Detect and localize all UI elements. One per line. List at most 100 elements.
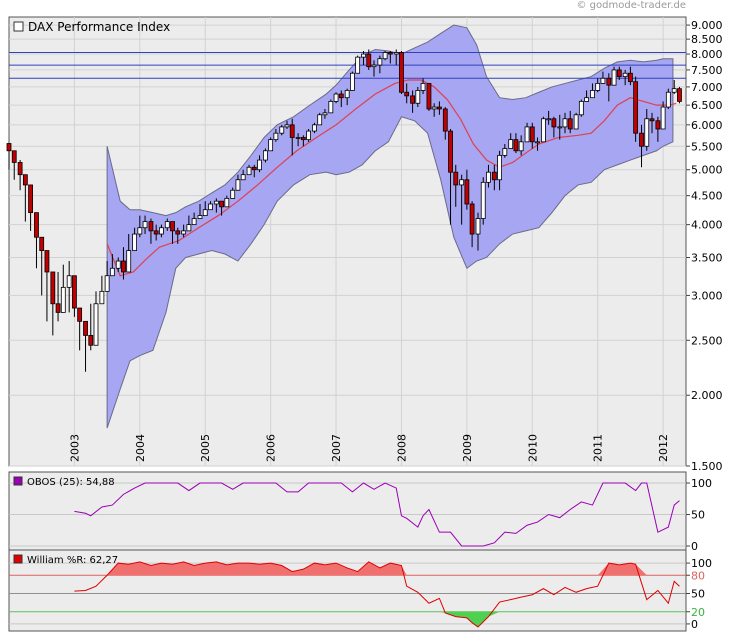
price-tick-label: 2.000 bbox=[691, 389, 723, 402]
candle-body bbox=[535, 141, 540, 144]
candle-body bbox=[246, 166, 252, 176]
candle-body bbox=[257, 159, 262, 171]
candle-body bbox=[11, 150, 17, 163]
price-tick-label: 5.000 bbox=[691, 164, 723, 177]
candle-body bbox=[677, 88, 682, 102]
candle-body bbox=[573, 114, 579, 130]
candle-body bbox=[665, 91, 671, 108]
candle-body bbox=[529, 126, 535, 143]
candle-body bbox=[464, 179, 470, 205]
price-tick-label: 4.000 bbox=[691, 219, 723, 232]
candle-body bbox=[524, 126, 530, 143]
candle-body bbox=[289, 124, 295, 138]
chart-title: DAX Performance Index bbox=[28, 20, 170, 34]
candle-body bbox=[50, 271, 56, 305]
candle-body bbox=[88, 335, 94, 346]
candle-body bbox=[132, 233, 137, 251]
candle-body bbox=[240, 174, 246, 181]
candle-body bbox=[557, 126, 563, 129]
candle-body bbox=[66, 275, 72, 288]
candle-body bbox=[633, 81, 639, 134]
candle-body bbox=[263, 150, 268, 161]
candle-body bbox=[55, 303, 61, 313]
candle-body bbox=[284, 124, 290, 128]
candle-body bbox=[442, 108, 448, 132]
bollinger-band-area bbox=[106, 24, 674, 429]
williams-title: William %R: 62,27 bbox=[27, 555, 118, 566]
candle-body bbox=[644, 118, 650, 147]
candle-body bbox=[235, 179, 241, 191]
candle-body bbox=[584, 97, 589, 102]
candle-body bbox=[28, 184, 33, 214]
price-tick-label: 6.000 bbox=[691, 119, 723, 132]
candle-body bbox=[671, 88, 677, 93]
price-panel: 1.500 2.000 2.500 3.000 3.500 4.000 4.500 5.000… bbox=[6, 16, 723, 473]
price-tick-label: 1.500 bbox=[691, 460, 723, 473]
candle-body bbox=[208, 203, 213, 211]
candle-body bbox=[606, 77, 612, 86]
year-tick-label: 2009 bbox=[461, 434, 474, 462]
candle-body bbox=[295, 137, 301, 139]
williams-fill bbox=[74, 561, 680, 627]
candle-body bbox=[655, 120, 661, 130]
candle-body bbox=[202, 209, 208, 216]
price-tick-label: 4.500 bbox=[691, 190, 723, 203]
candle-body bbox=[312, 124, 317, 132]
candle-body bbox=[273, 132, 279, 141]
candle-body bbox=[551, 118, 557, 128]
candle-body bbox=[600, 77, 606, 84]
williams-legend-box bbox=[13, 554, 23, 564]
candle-body bbox=[622, 72, 628, 77]
year-tick-label: 2005 bbox=[199, 434, 212, 462]
year-tick-label: 2003 bbox=[68, 434, 81, 462]
candle-body bbox=[268, 139, 274, 152]
price-tick-label: 5.500 bbox=[691, 140, 723, 153]
watermark: © godmode-trader.de bbox=[576, 0, 687, 11]
candle-body bbox=[377, 58, 383, 66]
candle-body bbox=[338, 93, 344, 99]
price-axis: 1.500 2.000 2.500 3.000 3.500 4.000 4.500 5.000… bbox=[686, 19, 723, 473]
bollinger-band bbox=[106, 24, 674, 429]
obos-axis: 100 50 0 bbox=[686, 477, 712, 553]
candle-body bbox=[34, 212, 39, 238]
obos-line bbox=[74, 482, 680, 547]
price-tick-label: 3.500 bbox=[691, 251, 723, 264]
candlesticks bbox=[6, 49, 682, 372]
candle-body bbox=[491, 171, 497, 181]
year-tick-label: 2006 bbox=[265, 434, 278, 462]
candle-body bbox=[486, 171, 491, 183]
candle-body bbox=[616, 69, 622, 77]
candle-body bbox=[475, 218, 481, 235]
price-tick-label: 8.500 bbox=[691, 33, 723, 46]
candle-body bbox=[121, 260, 126, 273]
candle-body bbox=[660, 106, 666, 130]
year-tick-label: 2010 bbox=[526, 434, 539, 462]
obos-legend-box bbox=[13, 476, 23, 486]
candle-body bbox=[126, 250, 132, 273]
candle-body bbox=[480, 181, 486, 219]
candle-body bbox=[410, 95, 415, 104]
candle-body bbox=[387, 52, 393, 55]
candle-body bbox=[197, 215, 203, 219]
candle-body bbox=[508, 139, 514, 149]
candle-body bbox=[513, 139, 519, 152]
candle-body bbox=[541, 118, 546, 143]
indicator-tick-label: 0 bbox=[691, 618, 698, 631]
williams-line bbox=[74, 561, 680, 628]
candle-body bbox=[224, 197, 230, 208]
candle-body bbox=[219, 200, 224, 208]
indicator-tick-label: 100 bbox=[691, 477, 712, 490]
candle-body bbox=[611, 69, 617, 86]
indicator-tick-label: 80 bbox=[691, 569, 705, 582]
price-tick-label: 9.000 bbox=[691, 19, 723, 32]
obos-grid bbox=[9, 482, 686, 547]
candle-body bbox=[502, 148, 508, 156]
price-tick-label: 2.500 bbox=[691, 334, 723, 347]
candle-body bbox=[382, 52, 388, 60]
candle-body bbox=[186, 224, 192, 232]
obos-title: OBOS (25): 54,88 bbox=[27, 477, 115, 488]
candle-body bbox=[415, 90, 421, 104]
